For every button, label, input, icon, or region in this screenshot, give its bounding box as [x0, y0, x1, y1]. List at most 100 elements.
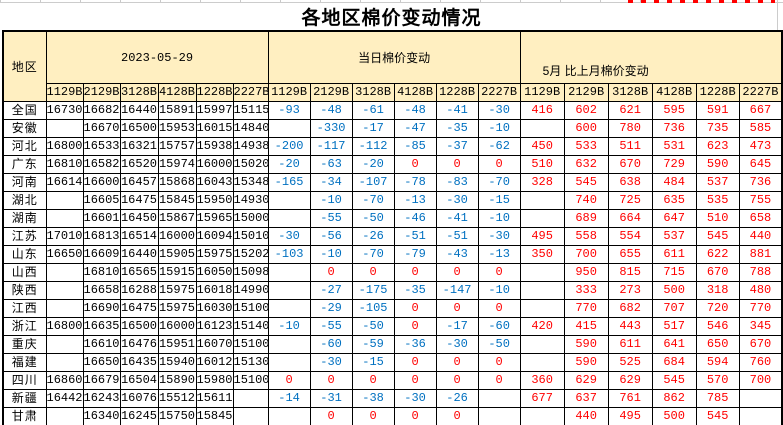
group-header-daily-change[interactable]: 当日棉价变动: [267, 30, 521, 84]
daily-change-cell[interactable]: -26: [435, 389, 479, 408]
daily-change-cell[interactable]: [267, 407, 311, 425]
daily-change-cell[interactable]: [267, 209, 311, 228]
monthly-change-cell[interactable]: 595: [651, 101, 697, 120]
daily-change-cell[interactable]: -63: [309, 155, 353, 174]
monthly-change-cell[interactable]: 591: [695, 101, 740, 120]
price-cell[interactable]: 16682: [82, 101, 121, 120]
price-cell[interactable]: 16800: [45, 317, 84, 336]
daily-change-cell[interactable]: 0: [435, 371, 479, 390]
daily-change-cell[interactable]: -10: [309, 245, 353, 264]
daily-change-cell[interactable]: -20: [351, 155, 395, 174]
price-cell[interactable]: [45, 407, 84, 425]
monthly-change-cell[interactable]: 635: [651, 191, 697, 210]
monthly-change-cell[interactable]: 611: [607, 335, 653, 354]
region-cell[interactable]: 江苏: [2, 227, 47, 246]
price-cell[interactable]: 16440: [119, 245, 159, 264]
region-cell[interactable]: 广东: [2, 155, 47, 174]
price-cell[interactable]: 15202: [232, 245, 269, 264]
price-cell[interactable]: 16609: [82, 245, 121, 264]
monthly-change-cell[interactable]: 473: [738, 137, 783, 156]
price-cell[interactable]: 15100: [232, 371, 269, 390]
daily-change-cell[interactable]: -51: [435, 227, 479, 246]
daily-change-cell[interactable]: -165: [267, 173, 311, 192]
monthly-change-cell[interactable]: 570: [695, 371, 740, 390]
monthly-change-cell[interactable]: 545: [563, 173, 609, 192]
monthly-change-cell[interactable]: 736: [738, 173, 783, 192]
daily-change-cell[interactable]: [267, 119, 311, 138]
price-cell[interactable]: 16000: [157, 317, 197, 336]
price-cell[interactable]: 16475: [119, 299, 159, 318]
daily-change-cell[interactable]: -13: [477, 245, 521, 264]
monthly-change-cell[interactable]: 510: [695, 209, 740, 228]
price-cell[interactable]: 16860: [45, 371, 84, 390]
sub-column-header[interactable]: 4128B: [393, 83, 437, 102]
price-cell[interactable]: 16076: [119, 389, 159, 408]
monthly-change-cell[interactable]: 273: [607, 281, 653, 300]
price-cell[interactable]: 15140: [232, 317, 269, 336]
daily-change-cell[interactable]: -48: [393, 101, 437, 120]
monthly-change-cell[interactable]: 650: [695, 335, 740, 354]
monthly-change-cell[interactable]: 707: [651, 299, 697, 318]
price-cell[interactable]: 16600: [82, 173, 121, 192]
monthly-change-cell[interactable]: 318: [695, 281, 740, 300]
monthly-change-cell[interactable]: [738, 407, 783, 425]
price-cell[interactable]: 16610: [82, 335, 121, 354]
monthly-change-cell[interactable]: 495: [607, 407, 653, 425]
sub-column-header[interactable]: 2129B: [82, 83, 121, 102]
price-cell[interactable]: [45, 209, 84, 228]
price-cell[interactable]: 16520: [119, 155, 159, 174]
price-cell[interactable]: 16245: [119, 407, 159, 425]
price-cell[interactable]: 16288: [119, 281, 159, 300]
sub-column-header[interactable]: 1228B: [695, 83, 740, 102]
monthly-change-cell[interactable]: 525: [607, 353, 653, 372]
monthly-change-cell[interactable]: 480: [738, 281, 783, 300]
daily-change-cell[interactable]: [477, 407, 521, 425]
daily-change-cell[interactable]: -15: [351, 353, 395, 372]
monthly-change-cell[interactable]: 546: [695, 317, 740, 336]
daily-change-cell[interactable]: -70: [351, 245, 395, 264]
region-cell[interactable]: 四川: [2, 371, 47, 390]
daily-change-cell[interactable]: 0: [435, 353, 479, 372]
daily-change-cell[interactable]: -117: [309, 137, 353, 156]
price-cell[interactable]: 16605: [82, 191, 121, 210]
daily-change-cell[interactable]: -13: [393, 191, 437, 210]
monthly-change-cell[interactable]: 761: [607, 389, 653, 408]
monthly-change-cell[interactable]: 545: [695, 227, 740, 246]
daily-change-cell[interactable]: -17: [435, 317, 479, 336]
region-cell[interactable]: 浙江: [2, 317, 47, 336]
daily-change-cell[interactable]: -37: [435, 137, 479, 156]
price-cell[interactable]: 15512: [157, 389, 197, 408]
monthly-change-cell[interactable]: 740: [563, 191, 609, 210]
monthly-change-cell[interactable]: 345: [738, 317, 783, 336]
monthly-change-cell[interactable]: 670: [607, 155, 653, 174]
monthly-change-cell[interactable]: 667: [738, 101, 783, 120]
daily-change-cell[interactable]: [267, 299, 311, 318]
region-cell[interactable]: 湖北: [2, 191, 47, 210]
price-cell[interactable]: 15100: [232, 335, 269, 354]
price-cell[interactable]: 15953: [157, 119, 197, 138]
monthly-change-cell[interactable]: 670: [695, 263, 740, 282]
daily-change-cell[interactable]: 0: [393, 317, 437, 336]
monthly-change-cell[interactable]: 641: [651, 335, 697, 354]
price-cell[interactable]: 16650: [45, 245, 84, 264]
daily-change-cell[interactable]: 0: [477, 263, 521, 282]
group-header-date[interactable]: 2023-05-29: [45, 30, 269, 84]
price-cell[interactable]: 16094: [195, 227, 234, 246]
monthly-change-cell[interactable]: 545: [695, 407, 740, 425]
monthly-change-cell[interactable]: 760: [738, 353, 783, 372]
price-cell[interactable]: 15867: [157, 209, 197, 228]
region-cell[interactable]: 甘肃: [2, 407, 47, 425]
daily-change-cell[interactable]: -10: [477, 209, 521, 228]
monthly-change-cell[interactable]: 600: [563, 119, 609, 138]
daily-change-cell[interactable]: -55: [309, 209, 353, 228]
price-cell[interactable]: 15757: [157, 137, 197, 156]
monthly-change-cell[interactable]: [519, 263, 565, 282]
region-cell[interactable]: 福建: [2, 353, 47, 372]
price-cell[interactable]: 15951: [157, 335, 197, 354]
daily-change-cell[interactable]: -35: [393, 281, 437, 300]
monthly-change-cell[interactable]: 638: [607, 173, 653, 192]
price-cell[interactable]: 16679: [82, 371, 121, 390]
monthly-change-cell[interactable]: 416: [519, 101, 565, 120]
price-cell[interactable]: 16476: [119, 335, 159, 354]
monthly-change-cell[interactable]: 585: [738, 119, 783, 138]
